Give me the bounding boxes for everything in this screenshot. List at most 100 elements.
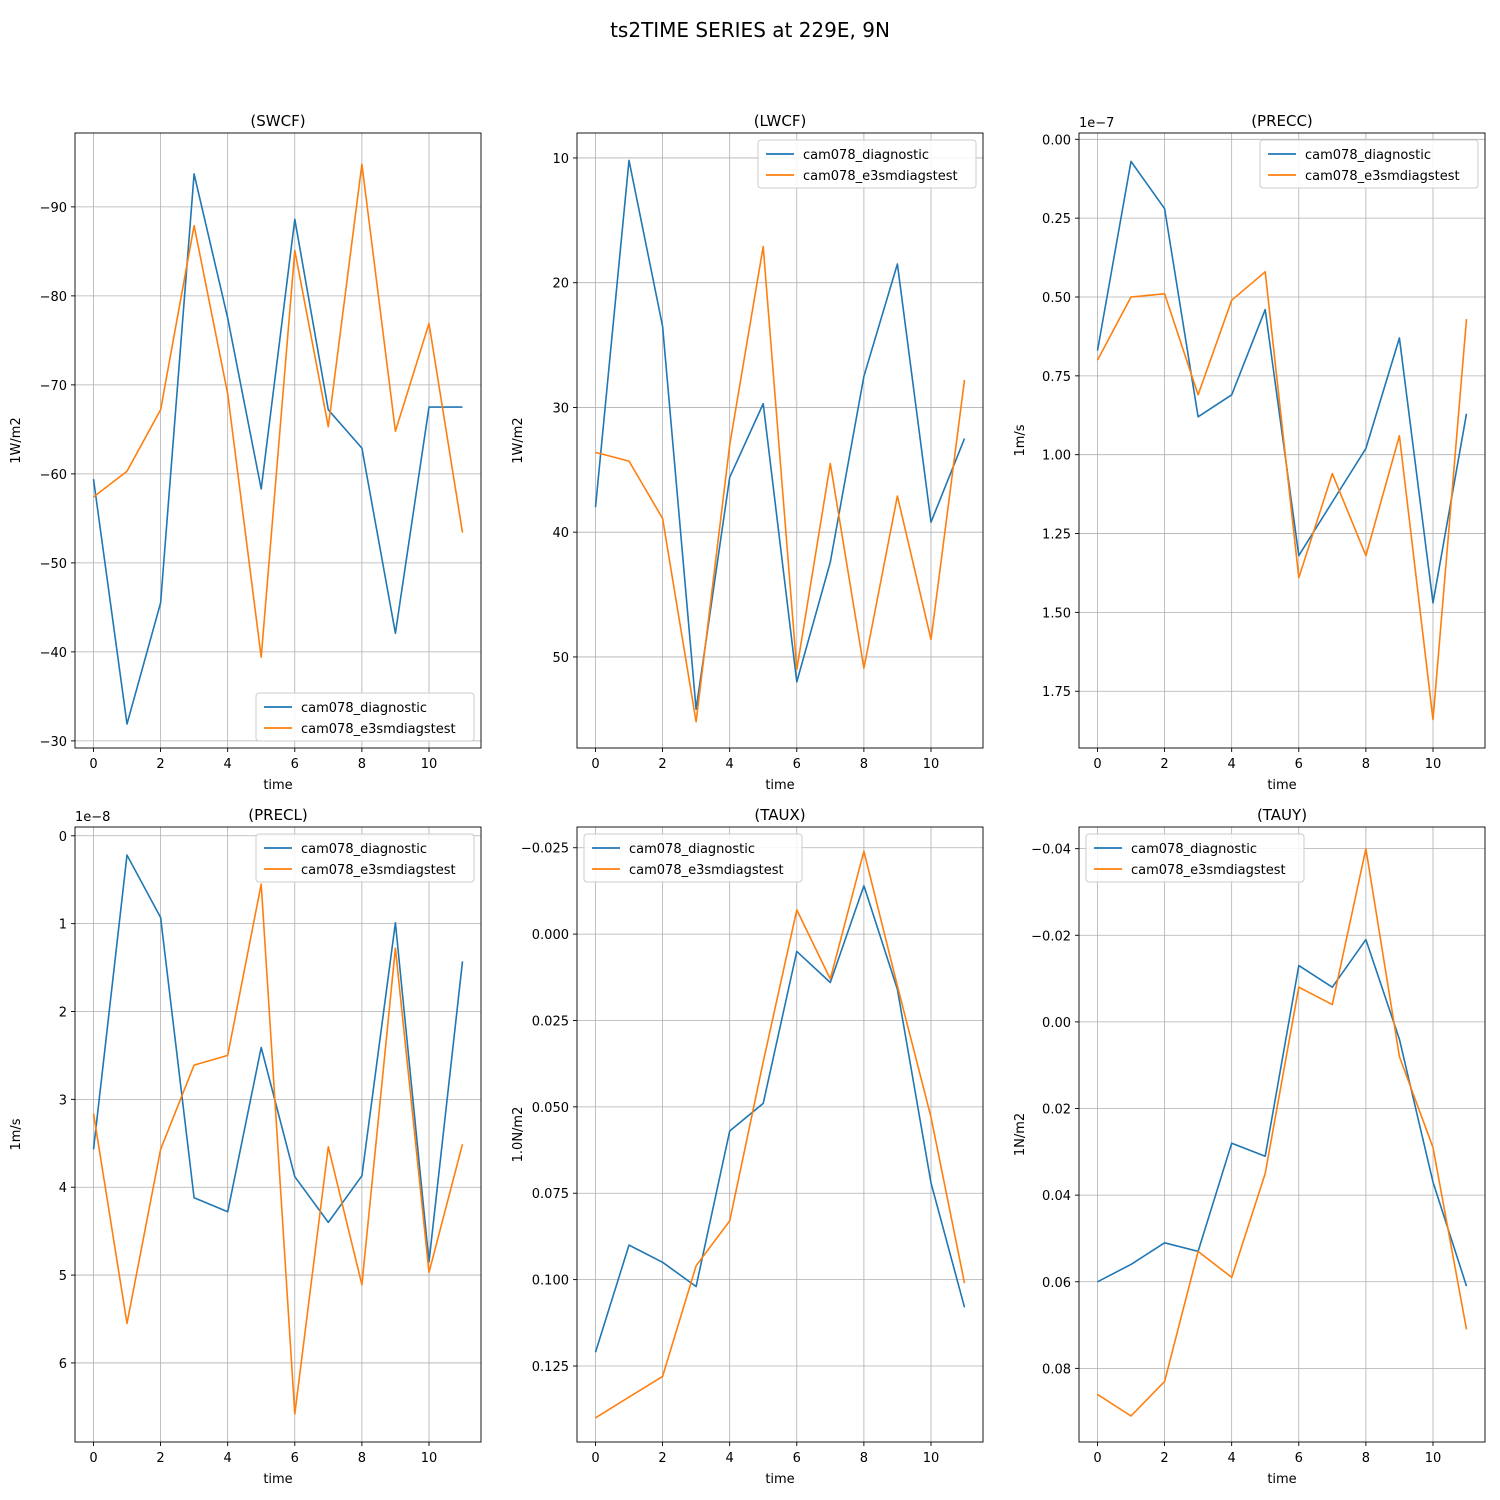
series-line-e3smdiagstest [93, 163, 464, 659]
y-tick-label: 0.25 [1042, 212, 1071, 227]
x-tick-label: 2 [156, 757, 164, 772]
x-tick-label: 4 [1228, 1451, 1236, 1466]
legend-box [255, 833, 475, 883]
x-tick-label: 4 [726, 1451, 734, 1466]
series-line-diagnostic [1096, 160, 1468, 604]
legend-label: cam078_e3smdiagstest [301, 863, 456, 878]
y-tick-label: 0.100 [532, 1274, 569, 1289]
legend: cam078_diagnostic cam078_e3smdiagstest [1259, 139, 1479, 189]
grid [75, 133, 481, 748]
x-tick-label: 6 [793, 757, 801, 772]
y-tick-label: 0.08 [1042, 1362, 1071, 1377]
legend-label: cam078_e3smdiagstest [629, 863, 784, 878]
y-tick-label: −0.04 [1031, 843, 1071, 858]
y-tick-label: −0.02 [1031, 929, 1071, 944]
series-line-diagnostic [92, 173, 463, 725]
x-tick-label: 8 [358, 1451, 366, 1466]
y-tick-label: 1 [59, 918, 67, 933]
legend-label: cam078_e3smdiagstest [301, 722, 456, 737]
y-tick-label: 3 [59, 1093, 67, 1108]
chart-panel: 0 2 4 6 8 10 −0.025 0.000 0.025 0.050 0.075 0.100 0.… [511, 806, 984, 1487]
y-tick-label: 10 [552, 152, 569, 167]
series-line-diagnostic [594, 159, 966, 711]
y-tick-label: 40 [552, 526, 569, 541]
series-line-e3smdiagstest [1097, 847, 1468, 1417]
y-tick-label: −60 [40, 468, 67, 483]
y-tick-label: 20 [552, 277, 569, 292]
x-tick-label: 2 [1160, 757, 1168, 772]
panel-title: (LWCF) [754, 112, 807, 130]
legend: cam078_diagnostic cam078_e3smdiagstest [583, 833, 803, 883]
x-tick-label: 8 [860, 757, 868, 772]
y-tick-label: 2 [59, 1006, 67, 1021]
legend-box [1085, 833, 1305, 883]
legend-label: cam078_diagnostic [1305, 148, 1431, 163]
panel-title: (PRECL) [248, 806, 307, 824]
legend-label: cam078_e3smdiagstest [1305, 169, 1460, 184]
x-tick-label: 10 [421, 757, 438, 772]
x-tick-label: 4 [224, 1451, 232, 1466]
x-tick-label: 4 [1228, 757, 1236, 772]
y-tick-label: 50 [552, 651, 569, 666]
x-tick-label: 2 [1160, 1451, 1168, 1466]
y-tick-label: 4 [59, 1181, 67, 1196]
y-tick-label: 0 [59, 830, 67, 845]
y-tick-label: −30 [40, 735, 67, 750]
x-axis-label: time [263, 778, 292, 793]
y-tick-label: 0.075 [532, 1187, 569, 1202]
axes-frame [74, 132, 482, 749]
x-tick-label: 0 [89, 757, 97, 772]
x-tick-label: 0 [591, 1451, 599, 1466]
y-tick-label: 0.125 [532, 1360, 569, 1375]
y-tick-label: −0.025 [521, 842, 569, 857]
y-axis-label: 1m/s [9, 1118, 24, 1150]
grid [1079, 133, 1485, 748]
x-tick-label: 10 [923, 757, 940, 772]
y-tick-label: 0.00 [1042, 133, 1071, 148]
x-tick-label: 0 [89, 1451, 97, 1466]
x-tick-label: 8 [358, 757, 366, 772]
series-line-diagnostic [92, 854, 464, 1263]
y-tick-label: 0.06 [1042, 1276, 1071, 1291]
x-tick-label: 10 [923, 1451, 940, 1466]
legend: cam078_diagnostic cam078_e3smdiagstest [757, 139, 977, 189]
y-tick-label: 0.000 [532, 928, 569, 943]
y-tick-label: −90 [40, 201, 67, 216]
chart-panel: 0 2 4 6 8 10 −90 −80 −70 −60 −50 −40 −30 (SWCF) time 1W… [9, 112, 482, 793]
x-tick-label: 4 [224, 757, 232, 772]
y-tick-label: −40 [40, 646, 67, 661]
x-tick-label: 2 [658, 1451, 666, 1466]
y-tick-label: 30 [552, 401, 569, 416]
x-tick-label: 2 [156, 1451, 164, 1466]
y-offset-text: 1e−8 [75, 810, 110, 825]
legend-box [757, 139, 977, 189]
legend-label: cam078_diagnostic [301, 842, 427, 857]
y-tick-label: 0.025 [532, 1014, 569, 1029]
x-tick-label: 6 [1295, 757, 1303, 772]
axes-frame [576, 826, 984, 1443]
x-tick-label: 6 [291, 1451, 299, 1466]
y-tick-label: 0.50 [1042, 291, 1071, 306]
y-tick-label: 0.75 [1042, 370, 1071, 385]
y-axis-label: 1.0N/m2 [511, 1107, 526, 1163]
x-tick-label: 10 [1425, 757, 1442, 772]
chart-panel: 0 2 4 6 8 10 10 20 30 40 50 (LWCF) time 1W/m2 cam078_d… [511, 112, 984, 793]
x-tick-label: 0 [591, 757, 599, 772]
series-line-e3smdiagstest [1096, 270, 1468, 721]
legend-box [1259, 139, 1479, 189]
series-line-diagnostic [594, 884, 966, 1353]
y-tick-label: 5 [59, 1269, 67, 1284]
x-tick-label: 8 [1362, 757, 1370, 772]
x-tick-label: 8 [860, 1451, 868, 1466]
y-axis-label: 1W/m2 [511, 417, 526, 463]
chart-panel: 0 2 4 6 8 10 0 1 2 3 4 5 6 (PRECL) time 1m/s 1e−8 cam078_… [9, 806, 482, 1487]
axes-frame [576, 132, 984, 749]
axes-frame [74, 826, 482, 1443]
panels: 0 2 4 6 8 10−90−80−70−60−50−40−30(SWCF)time1W… [9, 112, 1486, 1487]
y-tick-label: 0.00 [1042, 1016, 1071, 1031]
y-tick-label: 1.00 [1042, 449, 1071, 464]
x-tick-label: 10 [1425, 1451, 1442, 1466]
x-tick-label: 0 [1093, 757, 1101, 772]
y-axis-label: 1N/m2 [1013, 1113, 1028, 1156]
legend-box [255, 692, 475, 742]
